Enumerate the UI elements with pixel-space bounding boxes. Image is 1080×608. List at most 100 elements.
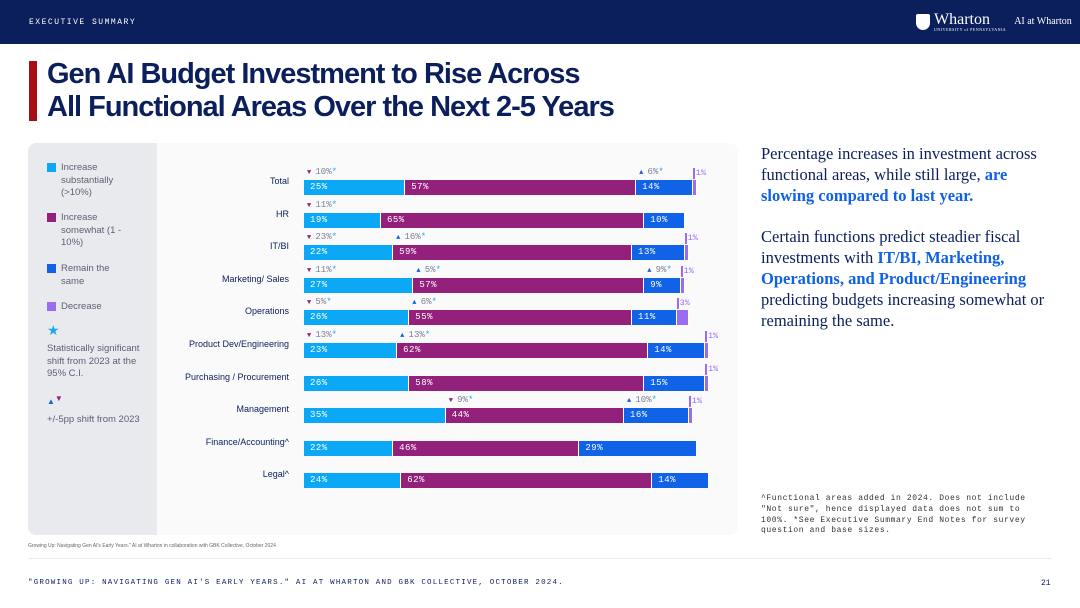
shift-value: 9%: [655, 264, 667, 275]
legend-item-increase-somewhat: Increase somewhat (1 - 10%): [47, 212, 122, 250]
decrease-label: 1%: [692, 168, 706, 179]
up-arrow-icon: ▲: [626, 397, 636, 406]
row-label: Legal^: [262, 469, 289, 480]
up-arrow-icon: ▲: [639, 169, 648, 177]
down-arrow-icon: ▼: [307, 234, 316, 243]
legend-item-decrease: Decrease: [47, 301, 102, 314]
swatch: [47, 302, 56, 311]
shift-value: 23%: [315, 232, 332, 243]
legend-item-remain-same: Remain the same: [47, 263, 117, 288]
up-arrow-icon: ▲: [412, 299, 421, 308]
logo-sub: UNIVERSITY of PENNSYLVANIA: [934, 27, 1007, 32]
bar-segment: 65%: [380, 212, 645, 228]
title-line-2: All Functional Areas Over the Next 2-5 Y…: [47, 91, 615, 123]
up-arrow-icon: ▲: [647, 266, 656, 275]
up-arrow-icon: ▲: [400, 332, 409, 340]
text: predicting budgets increasing somewhat o…: [761, 290, 1045, 330]
shift-value: 13%: [315, 330, 332, 340]
section-eyebrow: EXECUTIVE SUMMARY: [29, 18, 137, 27]
shift-legend-text: +/-5pp shift from 2023: [47, 414, 140, 425]
highlight: IT/BI, Marketing, Operations, and Produc…: [761, 248, 1027, 288]
bar-segment: 16%: [623, 408, 689, 424]
bar-segment: 22%: [304, 245, 394, 261]
bar-segment: 35%: [304, 408, 446, 424]
bar-segment: 14%: [648, 343, 705, 358]
bar-segment: 9%: [644, 277, 681, 293]
highlight: are slowing compared to last year.: [761, 165, 1008, 205]
bar-segment: 26%: [304, 375, 410, 391]
significance-star-icon: *: [331, 167, 338, 177]
shift-annotation: ▼ 23%*: [307, 232, 337, 242]
down-arrow-icon: ▼: [307, 299, 316, 308]
significance-star-icon: *: [431, 297, 437, 308]
row-label: Purchasing / Procurement: [184, 371, 289, 382]
decrease-label: 1%: [704, 331, 718, 342]
significance-star-icon: *: [424, 330, 431, 340]
shift-value: 6%: [647, 167, 659, 177]
bar-segment: 13%: [632, 245, 685, 261]
wharton-logo: Wharton UNIVERSITY of PENNSYLVANIA AI at …: [916, 11, 1072, 32]
bar-segment: 27%: [304, 277, 414, 293]
insight-paragraph-1: Percentage increases in investment acros…: [761, 143, 1046, 206]
row-label: HR: [276, 208, 289, 219]
row-label: Product Dev/Engineering: [188, 339, 289, 349]
significance-star-icon: *: [467, 395, 474, 406]
bar-segment: 57%: [413, 277, 645, 293]
bar-segment: 62%: [401, 473, 653, 489]
shift-value: 13%: [408, 330, 425, 340]
decrease-label: 1%: [684, 233, 698, 245]
bar-segment-decrease: [676, 310, 689, 326]
star-legend-text: Statistically significant shift from 202…: [47, 343, 140, 379]
bar-segment: 57%: [405, 180, 637, 195]
shift-annotation: ▼ 13%*: [307, 330, 337, 340]
shift-arrows-icon: ▲▼: [47, 394, 63, 406]
bar-segment: 14%: [636, 180, 693, 195]
shift-annotation: ▲ 13%*: [400, 330, 430, 340]
shift-value: 9%: [457, 395, 468, 406]
shift-value: 6%: [420, 297, 432, 308]
swatch: [47, 163, 56, 172]
title-line-1: Gen AI Budget Investment to Rise Across: [47, 58, 581, 90]
bar-segment: 58%: [409, 375, 645, 391]
up-arrow-icon: ▲: [396, 234, 405, 243]
shift-value: 16%: [404, 232, 421, 243]
significance-star-icon: *: [331, 264, 338, 275]
bar-segment: 10%: [644, 212, 685, 228]
shift-annotation: ▲ 5%*: [416, 265, 441, 275]
text: Certain functions predict steadier fisca…: [761, 227, 1021, 267]
divider: [28, 558, 1052, 559]
shift-annotation: ▲ 10%*: [627, 395, 657, 405]
shift-annotation: ▲ 9%*: [647, 265, 672, 275]
shift-annotation: ▼ 9%*: [449, 395, 474, 405]
significance-star-icon: *: [651, 395, 657, 406]
decrease-label: 1%: [704, 363, 718, 375]
significance-star-icon: *: [326, 297, 332, 308]
row-label: Marketing/ Sales: [221, 273, 289, 284]
down-arrow-icon: ▼: [307, 169, 316, 177]
page-title: Gen AI Budget Investment to Rise Across …: [47, 58, 615, 124]
bar-segment: 44%: [445, 408, 624, 424]
row-label: Operations: [244, 306, 289, 317]
shift-annotation: ▼ 11%*: [307, 265, 337, 275]
shift-annotation: ▲ 6%*: [412, 297, 437, 307]
row-label: Management: [236, 404, 289, 415]
legend: Increase substantially (>10%) Increase s…: [28, 143, 157, 535]
shift-value: 5%: [424, 264, 436, 275]
bar-segment-decrease: [684, 245, 689, 261]
down-arrow-icon: ▼: [307, 266, 316, 275]
shift-value: 5%: [315, 297, 327, 308]
citation: "GROWING UP: NAVIGATING GEN AI'S EARLY Y…: [28, 579, 564, 587]
row-label: Finance/Accounting^: [205, 436, 289, 447]
decrease-label: 1%: [680, 265, 694, 277]
bar-segment-decrease: [704, 375, 709, 391]
chart-panel: Increase substantially (>10%) Increase s…: [28, 143, 738, 535]
bar-segment: 11%: [632, 310, 677, 326]
footnote: ^Functional areas added in 2024. Does no…: [761, 494, 1026, 536]
bar-segment-decrease: [688, 408, 693, 424]
logo-text: Wharton: [934, 11, 990, 28]
shift-value: 10%: [635, 395, 652, 406]
decrease-label: 1%: [688, 396, 702, 408]
text: Percentage increases in investment acros…: [761, 144, 1037, 184]
bar-segment: 15%: [644, 375, 705, 391]
down-arrow-icon: ▼: [307, 201, 316, 210]
